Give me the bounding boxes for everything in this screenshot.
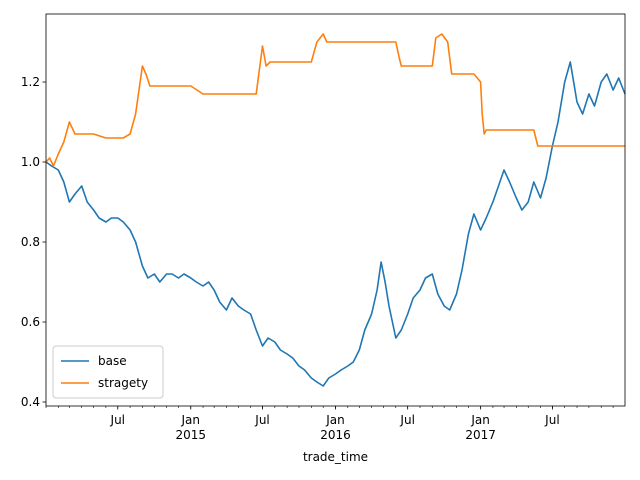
x-tick-label: 2017 (465, 428, 496, 442)
legend-label-stragety: stragety (98, 376, 148, 390)
x-tick-label: Jul (544, 413, 559, 427)
plot-area (46, 14, 625, 406)
series-layer (45, 33, 626, 387)
x-tick-label: Jul (110, 413, 125, 427)
legend: base stragety (52, 345, 164, 399)
series-line-stragety (45, 33, 625, 167)
x-tick-label: Jan (325, 413, 345, 427)
y-tick-label: 0.8 (21, 235, 40, 249)
x-tick-label: Jan (181, 413, 201, 427)
x-axis-label: trade_time (303, 450, 368, 464)
x-tick-label: Jan (470, 413, 490, 427)
y-tick-label: 1.0 (21, 155, 40, 169)
y-tick-label: 0.6 (21, 315, 40, 329)
y-tick-label: 1.2 (21, 75, 40, 89)
x-tick-label: Jul (254, 413, 269, 427)
legend-label-base: base (98, 354, 127, 368)
legend-box (52, 345, 164, 399)
x-tick-label: 2016 (320, 428, 351, 442)
x-tick-label: Jul (399, 413, 414, 427)
series-line-base (45, 61, 626, 387)
x-tick-label: 2015 (175, 428, 206, 442)
y-tick-label: 0.4 (21, 395, 40, 409)
